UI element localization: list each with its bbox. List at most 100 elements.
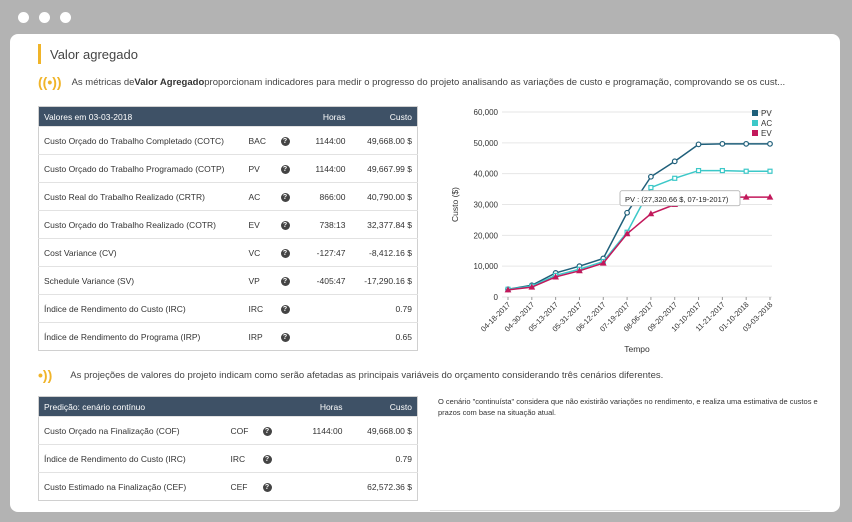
- data-point-ac: [672, 175, 678, 181]
- row-cost: 0.79: [347, 444, 418, 473]
- data-point-pv: [648, 173, 654, 180]
- question-icon[interactable]: ?: [280, 305, 290, 314]
- page-title: Valor agregado: [38, 44, 138, 64]
- row-help: ?: [275, 294, 296, 323]
- data-point-ac: [695, 167, 702, 174]
- row-cost: 49,668.00 $: [350, 126, 418, 155]
- table-row: Índice de Rendimento do Programa (IRP) IR…: [38, 322, 418, 351]
- series-line-ac: [507, 169, 770, 291]
- window-dot[interactable]: [39, 12, 50, 23]
- row-label: Custo Orçado do Trabalho Programado (COT…: [38, 154, 244, 183]
- row-code: IRC: [243, 294, 276, 323]
- row-hours: 1144:00: [277, 416, 348, 445]
- question-icon[interactable]: ?: [280, 221, 290, 230]
- row-hours: [295, 294, 351, 323]
- row-code: VP: [243, 266, 276, 295]
- intro-row: ((•)) As métricas de Valor Agregado prop…: [38, 74, 828, 90]
- window-dot[interactable]: [18, 12, 29, 23]
- scenario-note: O cenário "continuísta" considera que nã…: [438, 397, 818, 417]
- row-cost: 49,668.00 $: [347, 416, 418, 445]
- data-point-ev: [552, 273, 559, 280]
- table-row: Schedule Variance (SV) VP? -405:47 -17,290.…: [38, 266, 418, 295]
- question-icon[interactable]: ?: [280, 333, 290, 342]
- table-row: Custo Orçado do Trabalho Programado (COT…: [38, 154, 418, 183]
- prediction-header-code: [225, 396, 258, 417]
- series-line-pv: [507, 143, 771, 291]
- row-label: Custo Orçado na Finalização (COF): [38, 416, 226, 445]
- values-header-code: [243, 106, 276, 127]
- values-header-label: Valores em 03-03-2018: [38, 106, 244, 127]
- row-cost: -17,290.16 $: [350, 266, 418, 295]
- prediction-table-header: Predição: cenário contínuo Horas Custo: [38, 396, 418, 417]
- table-row: Índice de Rendimento do Custo (IRC) IRC? 0…: [38, 444, 418, 473]
- y-tick-label: 60,000: [474, 108, 499, 117]
- y-tick-label: 10,000: [474, 262, 499, 271]
- legend-label: EV: [761, 129, 772, 138]
- legend-swatch: [752, 110, 758, 116]
- tooltip-box: [619, 190, 741, 207]
- question-icon[interactable]: ?: [280, 277, 290, 286]
- data-point-ev: [576, 267, 583, 274]
- table-row: Custo Real do Trabalho Realizado (CRTR) A…: [38, 182, 418, 211]
- row-hours: [277, 444, 348, 473]
- row-code: EV: [243, 210, 276, 239]
- row-help: ?: [257, 444, 278, 473]
- row-code: IRP: [243, 322, 276, 351]
- row-code: CEF: [225, 472, 258, 501]
- row-help: ?: [275, 126, 296, 155]
- row-cost: 62,572.36 $: [347, 472, 418, 501]
- row-hours: -127:47: [295, 238, 351, 267]
- data-point-ac: [648, 184, 654, 191]
- divider: [430, 510, 810, 511]
- question-icon[interactable]: ?: [262, 427, 272, 436]
- question-icon[interactable]: ?: [280, 249, 290, 258]
- x-axis-label: Tempo: [624, 344, 650, 354]
- table-row: Custo Orçado do Trabalho Completado (COT…: [38, 126, 418, 155]
- y-axis-label: Custo ($): [450, 187, 460, 222]
- data-point-pv: [767, 140, 773, 147]
- row-label: Índice de Rendimento do Custo (IRC): [38, 294, 244, 323]
- window-dot[interactable]: [60, 12, 71, 23]
- legend-label: PV: [761, 109, 772, 118]
- page-title-text: Valor agregado: [50, 46, 138, 62]
- legend-swatch: [752, 130, 758, 136]
- table-row: Custo Orçado do Trabalho Realizado (COTR…: [38, 210, 418, 239]
- row-label: Cost Variance (CV): [38, 238, 244, 267]
- row-label: Índice de Rendimento do Programa (IRP): [38, 322, 244, 351]
- question-icon[interactable]: ?: [280, 165, 290, 174]
- y-tick-label: 30,000: [474, 201, 499, 210]
- legend-label: AC: [761, 119, 772, 128]
- question-icon[interactable]: ?: [280, 193, 290, 202]
- data-point-pv: [695, 141, 702, 148]
- data-point-ev: [623, 230, 631, 237]
- row-hours: 1144:00: [295, 154, 351, 183]
- values-table-header: Valores em 03-03-2018 Horas Custo: [38, 106, 418, 127]
- question-icon[interactable]: ?: [262, 455, 272, 464]
- data-point-ac: [767, 168, 773, 174]
- row-hours: -405:47: [295, 266, 351, 295]
- data-point-ev: [599, 259, 607, 266]
- row-help: ?: [275, 210, 296, 239]
- row-help: ?: [275, 154, 296, 183]
- question-icon[interactable]: ?: [280, 137, 290, 146]
- data-point-ev: [504, 286, 512, 293]
- row-hours: 738:13: [295, 210, 351, 239]
- values-table: Valores em 03-03-2018 Horas Custo Custo …: [38, 106, 418, 351]
- row-help: ?: [257, 472, 278, 501]
- row-help: ?: [275, 182, 296, 211]
- row-hours: 866:00: [295, 182, 351, 211]
- data-point-ev: [742, 193, 750, 200]
- row-help: ?: [275, 238, 296, 267]
- intro-bold: Valor Agregado: [134, 76, 205, 88]
- intro-post: proporcionam indicadores para medir o pr…: [204, 76, 786, 88]
- row-label: Índice de Rendimento do Custo (IRC): [38, 444, 226, 473]
- earned-value-chart: 010,00020,00030,00040,00050,00060,00004-…: [450, 108, 774, 354]
- projections-text: As projeções de valores do projeto indic…: [70, 369, 664, 381]
- legend-swatch: [752, 120, 758, 126]
- row-code: PV: [243, 154, 276, 183]
- prediction-header-cost: Custo: [347, 396, 418, 417]
- table-row: Índice de Rendimento do Custo (IRC) IRC? 0…: [38, 294, 418, 323]
- question-icon[interactable]: ?: [262, 483, 272, 492]
- row-hours: 1144:00: [295, 126, 351, 155]
- data-point-ev: [766, 193, 774, 200]
